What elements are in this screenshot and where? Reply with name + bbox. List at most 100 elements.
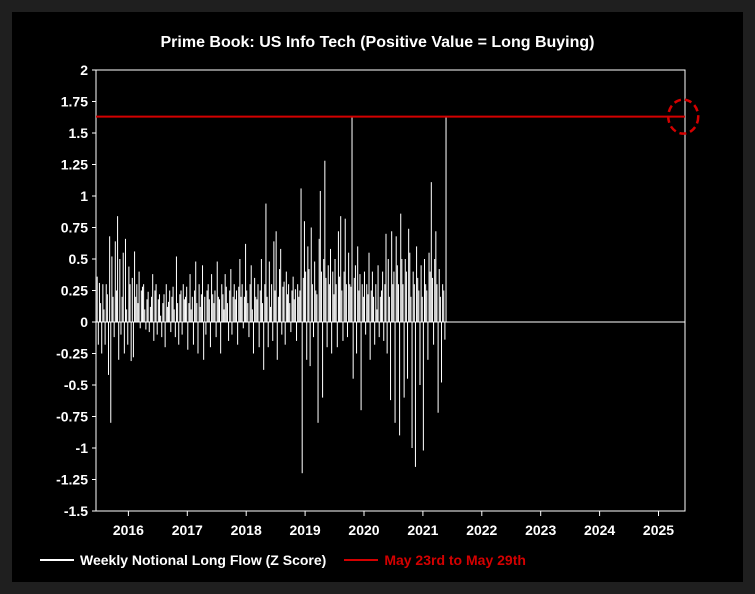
bar (251, 309, 253, 322)
bar (161, 322, 163, 338)
bar (394, 322, 396, 423)
plot-border (95, 69, 686, 512)
y-tick-label: -1.25 (56, 472, 88, 488)
bar (272, 322, 274, 341)
bar (349, 284, 351, 322)
bar (277, 296, 279, 322)
bar (245, 243, 247, 322)
y-tick-label: 2 (80, 62, 88, 78)
bar (300, 188, 302, 322)
bar (391, 231, 393, 322)
bar (377, 265, 379, 322)
bar (103, 309, 105, 322)
bar (104, 322, 106, 345)
bar (199, 306, 201, 322)
bar (212, 294, 214, 322)
bar (302, 277, 304, 322)
bar (221, 284, 223, 322)
bar (152, 274, 154, 322)
bar (365, 322, 367, 335)
bar (185, 296, 187, 322)
bar (124, 238, 126, 322)
bar (384, 284, 386, 322)
bar (188, 303, 190, 322)
bar (375, 284, 377, 322)
y-tick-label: -0.75 (56, 409, 88, 425)
y-tick-label: 1.75 (61, 94, 88, 110)
bar (379, 296, 381, 322)
bar (249, 284, 251, 322)
bar (269, 306, 271, 322)
bar (371, 271, 373, 322)
bar (373, 296, 375, 322)
bar (356, 322, 358, 354)
y-tick-label: -0.5 (64, 377, 88, 393)
bar (170, 322, 172, 333)
bar (310, 227, 312, 322)
bar (207, 284, 209, 322)
bar (430, 182, 432, 322)
x-tick-label: 2021 (407, 522, 438, 538)
x-tick-label: 2023 (525, 522, 556, 538)
bar (127, 322, 129, 345)
bar (144, 309, 146, 322)
bar (177, 303, 179, 322)
bar (224, 274, 226, 322)
bar (286, 294, 288, 322)
bar (226, 303, 228, 322)
bar (376, 309, 378, 322)
bar (320, 271, 322, 322)
bar (192, 322, 194, 345)
bar (327, 265, 329, 322)
bar (196, 303, 198, 322)
legend-swatch-may-window (344, 559, 379, 561)
bar (395, 236, 397, 322)
bar (385, 233, 387, 322)
bar (254, 277, 256, 322)
bar (105, 284, 107, 322)
bar (425, 284, 427, 322)
bar (233, 284, 235, 322)
bar (427, 322, 429, 360)
bar (98, 282, 100, 322)
bar (141, 286, 143, 322)
bar (305, 271, 307, 322)
y-tick-label: 1.25 (61, 157, 88, 173)
bar (396, 265, 398, 322)
bar (217, 296, 219, 322)
bar (151, 296, 153, 322)
bar (401, 259, 403, 322)
bar (229, 290, 231, 322)
bar (392, 284, 394, 322)
bar (160, 315, 162, 322)
bar (283, 281, 285, 322)
bar (367, 294, 369, 322)
bar (242, 322, 244, 329)
bar (247, 303, 249, 322)
bar (180, 290, 182, 322)
bar (436, 284, 438, 322)
bar (130, 322, 132, 362)
y-tick-label: 0.75 (61, 220, 88, 236)
bar (342, 322, 344, 341)
bar (225, 286, 227, 322)
bar (387, 259, 389, 322)
bar (357, 246, 359, 322)
bar (293, 299, 295, 322)
legend-item-may-window: May 23rd to May 29th (344, 552, 526, 568)
y-tick-label: 1.5 (69, 125, 89, 141)
bar (354, 265, 356, 322)
x-tick-label: 2020 (348, 522, 379, 538)
bar (326, 322, 328, 348)
bar (186, 286, 188, 322)
bar (211, 274, 213, 322)
bar (97, 322, 99, 345)
bar (100, 303, 102, 322)
bar (306, 322, 308, 360)
bar (259, 290, 261, 322)
bar (165, 284, 167, 322)
bar (209, 322, 211, 348)
bar (112, 296, 114, 322)
bar (120, 322, 122, 335)
